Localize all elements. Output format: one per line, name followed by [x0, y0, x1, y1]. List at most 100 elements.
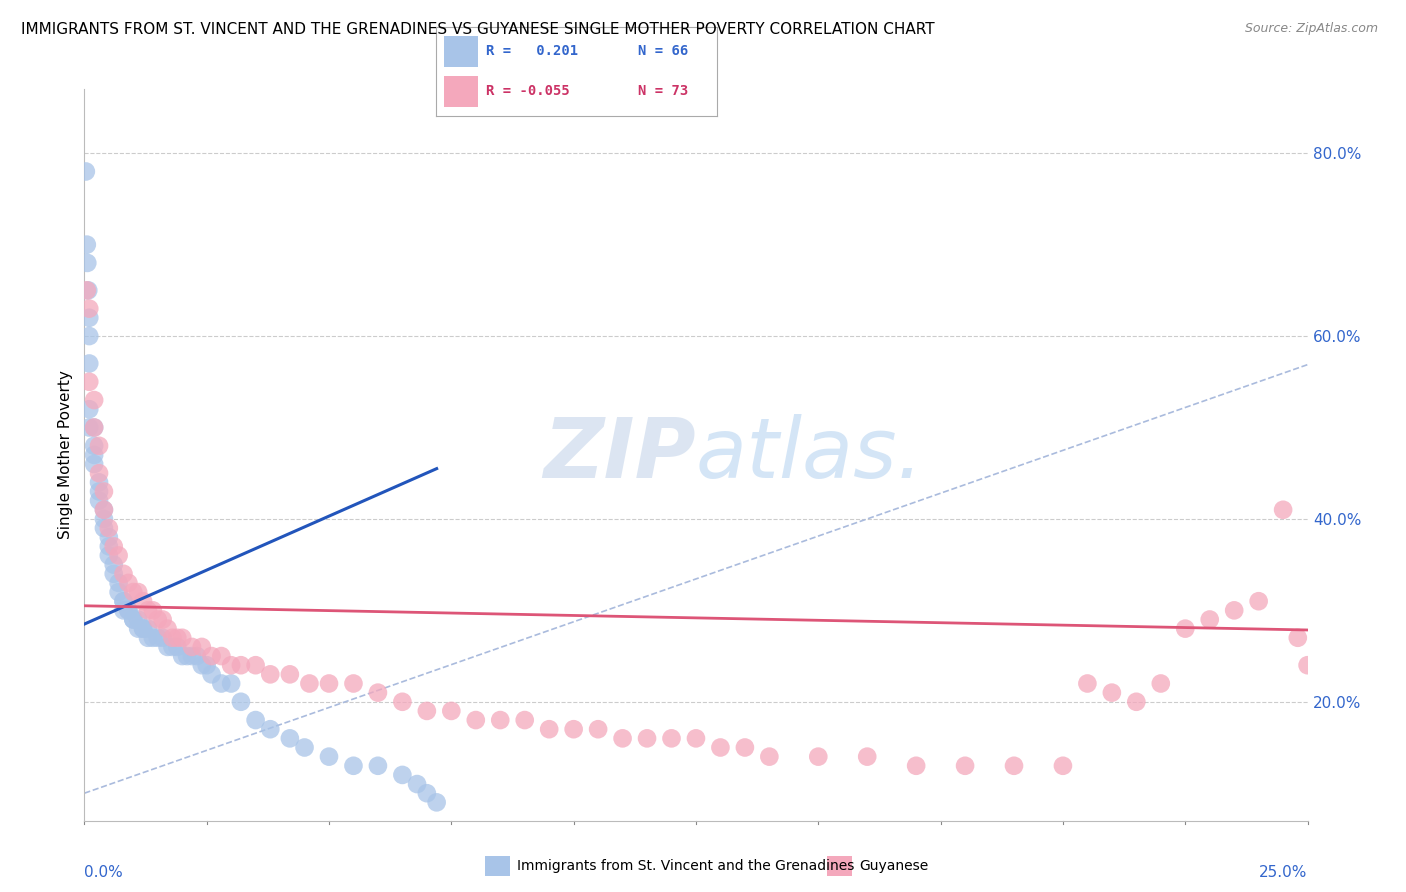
Point: [758, 749, 780, 764]
Point: [127, 585, 149, 599]
Point: [181, 640, 204, 654]
Point: [77, 329, 100, 343]
Point: [278, 667, 301, 681]
Point: [586, 723, 609, 737]
Point: [127, 613, 149, 627]
Point: [195, 658, 218, 673]
Point: [259, 667, 281, 681]
Point: [93, 484, 115, 499]
Point: [107, 576, 129, 591]
Point: [1198, 613, 1220, 627]
Point: [172, 649, 194, 664]
Text: Source: ZipAtlas.com: Source: ZipAtlas.com: [1244, 22, 1378, 36]
Point: [162, 640, 184, 654]
Point: [1286, 631, 1309, 645]
Point: [1174, 622, 1197, 636]
Point: [245, 658, 267, 673]
Point: [464, 713, 486, 727]
Point: [103, 539, 125, 553]
Point: [87, 439, 110, 453]
Point: [117, 603, 139, 617]
Text: ZIP: ZIP: [543, 415, 696, 495]
Point: [112, 594, 135, 608]
Point: [87, 484, 110, 499]
Point: [93, 503, 115, 517]
Point: [75, 164, 97, 178]
Point: [709, 740, 731, 755]
Point: [636, 731, 658, 746]
Point: [136, 622, 159, 636]
Point: [229, 658, 252, 673]
Point: [245, 713, 267, 727]
Point: [209, 649, 232, 664]
Point: [77, 375, 100, 389]
Point: [685, 731, 707, 746]
Point: [489, 713, 512, 727]
Point: [278, 731, 301, 746]
Point: [1076, 676, 1098, 690]
Point: [77, 357, 100, 371]
Text: N = 66: N = 66: [638, 44, 689, 58]
Point: [1101, 686, 1123, 700]
Point: [77, 420, 100, 434]
Point: [367, 686, 389, 700]
Point: [612, 731, 634, 746]
Point: [76, 256, 98, 270]
Point: [97, 530, 120, 544]
Point: [97, 521, 120, 535]
Point: [156, 622, 179, 636]
Point: [191, 658, 214, 673]
Point: [83, 448, 105, 462]
Point: [142, 631, 165, 645]
Point: [856, 749, 879, 764]
Point: [416, 704, 439, 718]
Point: [122, 585, 145, 599]
Text: 25.0%: 25.0%: [1260, 864, 1308, 880]
Point: [136, 631, 159, 645]
Point: [77, 301, 100, 316]
Point: [406, 777, 429, 791]
Point: [318, 676, 340, 690]
Point: [146, 613, 169, 627]
Text: atlas.: atlas.: [696, 415, 924, 495]
Point: [107, 549, 129, 563]
Point: [103, 566, 125, 581]
Point: [152, 631, 174, 645]
Point: [127, 622, 149, 636]
Point: [229, 695, 252, 709]
Text: 0.0%: 0.0%: [84, 864, 124, 880]
Point: [209, 676, 232, 690]
Point: [172, 631, 194, 645]
Point: [905, 758, 928, 772]
Text: R = -0.055: R = -0.055: [486, 84, 571, 98]
Point: [416, 786, 439, 800]
Point: [176, 649, 198, 664]
Point: [87, 493, 110, 508]
Point: [146, 631, 169, 645]
Point: [112, 603, 135, 617]
Point: [1052, 758, 1074, 772]
Point: [1296, 658, 1319, 673]
Point: [1223, 603, 1246, 617]
Text: R =   0.201: R = 0.201: [486, 44, 579, 58]
Point: [103, 558, 125, 572]
Point: [77, 402, 100, 417]
Point: [318, 749, 340, 764]
Point: [93, 503, 115, 517]
Point: [807, 749, 830, 764]
Point: [367, 758, 389, 772]
Point: [219, 676, 242, 690]
Point: [76, 284, 98, 298]
Point: [122, 613, 145, 627]
Point: [97, 539, 120, 553]
Point: [219, 658, 242, 673]
Point: [112, 594, 135, 608]
Point: [1150, 676, 1173, 690]
Point: [87, 475, 110, 490]
Point: [181, 649, 204, 664]
Point: [1306, 649, 1329, 664]
Point: [136, 603, 159, 617]
FancyBboxPatch shape: [444, 76, 478, 107]
Point: [83, 392, 105, 407]
Text: Guyanese: Guyanese: [859, 859, 928, 873]
